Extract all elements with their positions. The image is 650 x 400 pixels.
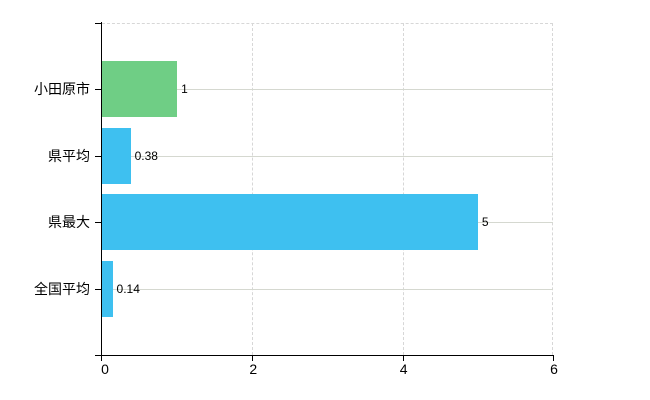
x-axis-tick [402, 356, 404, 361]
horizontal-gridline [102, 288, 553, 290]
category-label: 全国平均 [34, 280, 90, 297]
y-axis-tick [95, 89, 102, 91]
plot-border-top [102, 23, 553, 24]
x-tick-label: 0 [101, 361, 109, 377]
plot-border-right [552, 23, 553, 355]
y-axis-tick [95, 155, 102, 157]
x-axis [95, 355, 554, 356]
bar-3 [102, 194, 478, 251]
vertical-gridline [252, 23, 254, 355]
plot-area: 1 0.38 5 0.14 [102, 23, 553, 355]
category-label: 小田原市 [34, 81, 90, 98]
y-axis-tick [95, 288, 102, 290]
x-tick-label: 4 [399, 361, 408, 377]
x-tick-label: 2 [249, 361, 258, 377]
x-tick-label: 6 [550, 361, 558, 377]
y-axis [101, 22, 102, 361]
x-axis-tick [553, 356, 554, 361]
horizontal-gridline [102, 155, 553, 157]
horizontal-gridline [102, 89, 553, 91]
x-axis-tick [252, 356, 254, 361]
value-label: 1 [181, 82, 188, 97]
bar-1 [102, 61, 178, 118]
y-axis-top-tick [95, 23, 102, 24]
bar-4 [102, 260, 113, 317]
category-label: 県平均 [48, 147, 90, 164]
category-label: 県最大 [48, 214, 90, 231]
bar-2 [102, 127, 131, 184]
value-label: 5 [481, 215, 489, 230]
y-axis-tick [95, 222, 102, 224]
value-label: 0.38 [134, 148, 158, 163]
vertical-gridline [402, 23, 404, 355]
value-label: 0.14 [116, 281, 140, 296]
